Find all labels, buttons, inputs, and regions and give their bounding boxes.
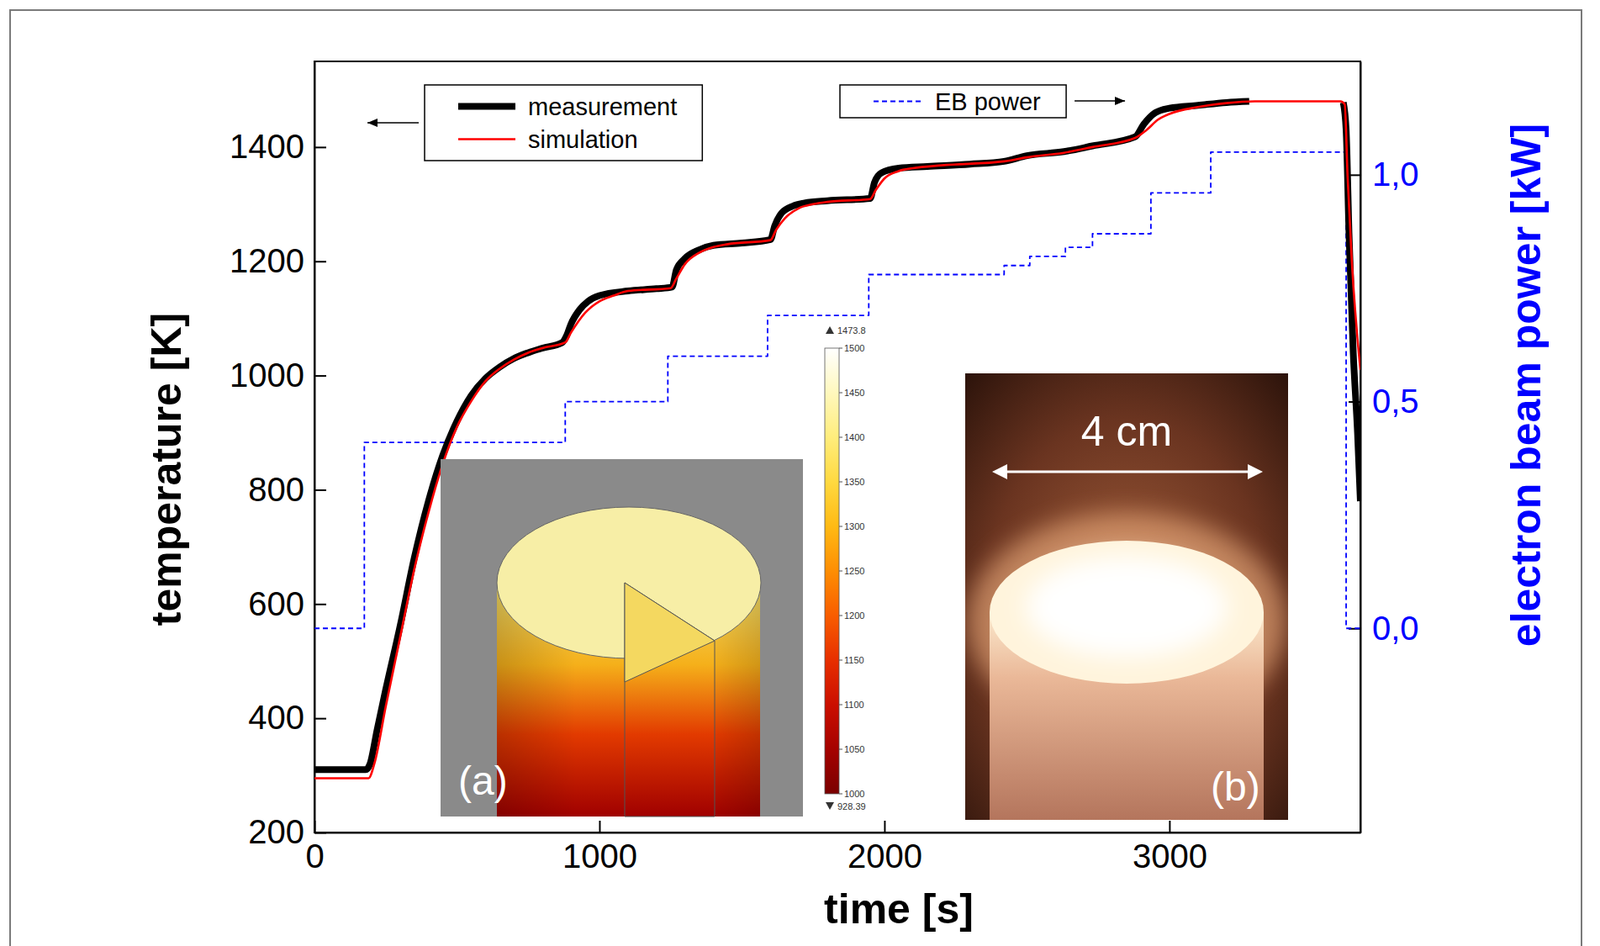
colorbar-label: 1300: [844, 521, 865, 532]
tick-mark: [883, 820, 886, 833]
tick: 1400: [229, 127, 327, 165]
tick-label: 200: [248, 813, 305, 851]
legend-arrowhead: [1114, 96, 1125, 106]
inset-b: 4 cm (b): [965, 373, 1289, 831]
legend-label: measurement: [528, 93, 677, 121]
legend-box: [424, 84, 703, 161]
tick-mark: [314, 603, 327, 606]
colorbar-tick: [839, 793, 843, 795]
cylinder-glow: [1025, 556, 1228, 658]
inset-background: [440, 459, 803, 817]
x-axis: 0 1000 2000 3000: [305, 820, 1361, 875]
legend-label: EB power: [934, 88, 1041, 116]
colorbar-min: 928.39: [837, 801, 867, 812]
colorbar-tick: [839, 437, 843, 439]
tick-label: 1000: [229, 356, 305, 394]
colorbar-label: 1100: [844, 699, 865, 710]
legend: EB power: [839, 84, 1125, 118]
inset-a: (a): [440, 459, 803, 817]
cylinder-top: [989, 540, 1264, 684]
colorbar-label: 1350: [844, 476, 865, 487]
tick-mark: [314, 260, 327, 263]
tick-label: 600: [248, 585, 305, 623]
min-marker: [825, 802, 835, 810]
cut-top: [624, 582, 715, 682]
colorbar-label: 1500: [844, 343, 865, 354]
max-marker: [825, 326, 835, 334]
tick-label: 0: [305, 837, 324, 875]
tick-label: 1000: [562, 837, 638, 875]
plot-frame: [314, 61, 1361, 833]
colorbar-label: 1200: [844, 610, 865, 621]
tick: 400: [248, 698, 327, 736]
tick-mark: [314, 718, 327, 720]
inset-label: (b): [1210, 764, 1261, 809]
axis-line: [314, 62, 317, 834]
tick: 1000: [562, 820, 638, 875]
y-axis: 200 400 600 800 1000 1200 1400: [229, 62, 327, 851]
tick-label: 0,0: [1372, 609, 1420, 647]
colorbar-label: 1450: [844, 387, 865, 398]
photo: [965, 373, 1289, 820]
tick-label: 2000: [847, 837, 923, 875]
tick: 1200: [229, 242, 327, 280]
colorbar-tick: [839, 570, 843, 572]
scale-label: 4 cm: [1081, 407, 1173, 455]
x-axis-title: time [s]: [823, 885, 974, 933]
tick-mark: [314, 832, 327, 835]
colorbar: 1000 1050 1100 1150 1200 1250 1300 1350 1400 1450…: [824, 325, 867, 812]
colorbar-tick: [839, 704, 843, 706]
scale-arrow: [1000, 470, 1255, 474]
colorbar-label: 1250: [844, 565, 865, 576]
colorbar-label: 1400: [844, 432, 865, 443]
tick-mark: [314, 374, 327, 377]
tick-label: 1400: [229, 127, 305, 165]
colorbar-tick: [839, 749, 843, 750]
tick-mark: [314, 146, 327, 148]
tick: 2000: [847, 820, 923, 875]
y-axis-title: temperature [K]: [142, 312, 191, 626]
tick-label: 1200: [229, 242, 305, 280]
scale-arrowheads: [992, 464, 1263, 480]
tick: 200: [248, 813, 327, 851]
colorbar-tick: [839, 392, 843, 394]
legend-arrowhead: [367, 118, 378, 127]
colorbar-tick: [839, 481, 843, 483]
colorbar-label: 1150: [844, 654, 865, 666]
colorbar-tick: [839, 526, 843, 528]
colorbar-bar: [824, 348, 840, 794]
tick-mark: [598, 820, 601, 833]
tick: 3000: [1132, 820, 1208, 875]
legend-box: [839, 84, 1067, 118]
colorbar-tick: [839, 348, 843, 349]
tick-label: 800: [248, 470, 305, 508]
tick-label: 400: [248, 698, 305, 736]
legend-label: simulation: [528, 126, 639, 154]
y2-axis-title: electron beam power [kW]: [1502, 123, 1550, 647]
inset-label: (a): [458, 758, 508, 803]
tick-label: 0,5: [1372, 382, 1420, 420]
chart: 0 1000 2000 3000 200 400 600 800 1000 1200 1400 0,0…: [0, 0, 1600, 946]
tick-label: 3000: [1132, 837, 1208, 875]
colorbar-max: 1473.8: [837, 325, 867, 336]
tick-label: 1,0: [1372, 155, 1420, 193]
colorbar-label: 1050: [844, 744, 865, 755]
tick: 1,0: [1348, 155, 1420, 193]
legend: measurement simulation: [367, 84, 703, 161]
cut-face: [624, 582, 715, 817]
tick-mark: [314, 489, 327, 492]
colorbar-tick: [839, 615, 843, 617]
figure-frame: [10, 10, 1582, 946]
legend-swatch: [873, 100, 923, 103]
tick: 1000: [229, 356, 327, 394]
tick: 600: [248, 585, 327, 623]
tick: 800: [248, 470, 327, 508]
legend-swatch: [458, 137, 516, 141]
axis-line: [315, 832, 1362, 835]
colorbar-tick: [839, 660, 843, 661]
colorbar-label: 1000: [844, 788, 865, 799]
tick-mark: [1168, 820, 1171, 833]
legend-swatch: [458, 103, 516, 111]
